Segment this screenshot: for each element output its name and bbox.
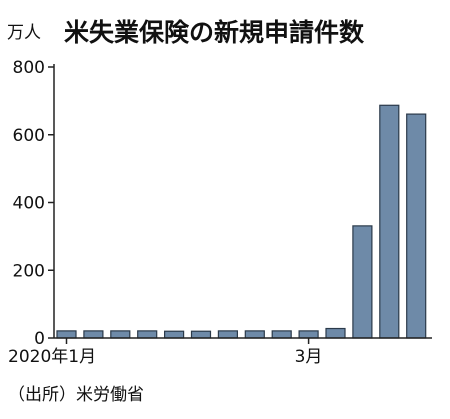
bar	[352, 225, 373, 339]
y-axis: 0 200 400 600 800	[13, 58, 55, 349]
source-note: （出所）米労働省	[8, 385, 144, 405]
bar	[83, 330, 104, 339]
y-tick-label: 800	[13, 58, 45, 78]
y-unit-label: 万人	[7, 23, 41, 43]
x-tick-label: 3月	[295, 347, 323, 367]
bars	[56, 104, 427, 339]
bar	[271, 330, 292, 339]
y-tick-label: 400	[13, 194, 45, 214]
bar	[406, 113, 427, 339]
bar	[164, 330, 185, 339]
bar	[110, 330, 131, 339]
chart-title: 米失業保険の新規申請件数	[64, 18, 365, 47]
bar	[379, 104, 400, 339]
bar	[325, 327, 346, 339]
y-tick-label: 600	[13, 126, 45, 146]
bar	[190, 330, 212, 339]
bar	[217, 330, 238, 339]
y-tick-label: 0	[34, 329, 45, 349]
bar	[244, 330, 265, 339]
x-axis: 2020年1月 3月	[8, 337, 432, 367]
bar	[137, 330, 158, 339]
y-tick-label: 200	[13, 261, 45, 281]
bar	[298, 330, 319, 339]
x-tick-label: 2020年1月	[8, 347, 96, 367]
bar	[56, 330, 77, 339]
